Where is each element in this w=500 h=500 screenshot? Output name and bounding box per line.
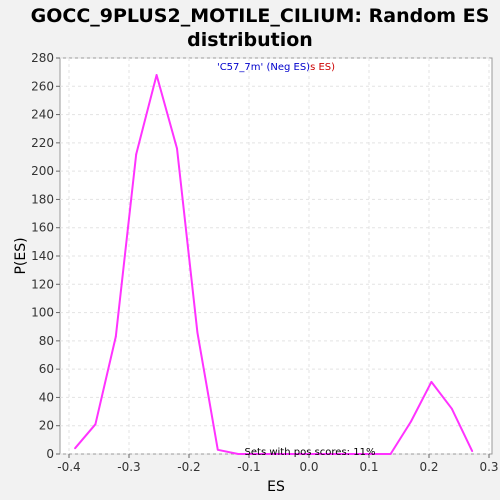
x-tick-label: 0.0 [299,460,318,474]
data-point [471,450,473,452]
annotation-pos-scores: Sets with pos scores: 11% [245,447,376,458]
data-point [410,421,412,423]
chart-title-line1: GOCC_9PLUS2_MOTILE_CILIUM: Random ES [31,5,490,27]
data-point [380,453,382,455]
chart-title-line2: distribution [187,29,313,51]
y-tick-label: 240 [31,108,54,122]
x-tick-label: -0.3 [117,460,140,474]
data-point [135,153,137,155]
y-tick-label: 140 [31,249,54,263]
x-tick-label: 0.2 [419,460,438,474]
data-point [176,148,178,150]
y-tick-label: 220 [31,136,54,150]
y-tick-label: 120 [31,277,54,291]
y-tick-label: 0 [46,447,54,461]
y-tick-label: 40 [39,390,54,404]
data-point [74,447,76,449]
y-tick-label: 280 [31,51,54,65]
y-tick-label: 60 [39,362,54,376]
data-point [156,74,158,76]
y-tick-label: 20 [39,419,54,433]
y-tick-label: 100 [31,306,54,320]
legend-entry-pos-es: s ES) [310,62,335,73]
data-point [237,453,239,455]
x-tick-label: -0.4 [57,460,80,474]
y-tick-label: 180 [31,192,54,206]
y-tick-label: 80 [39,334,54,348]
x-tick-label: -0.1 [237,460,260,474]
legend: 'C57_7m' (Neg ES)s ES) [217,62,335,73]
data-point [197,331,199,333]
data-point [95,423,97,425]
x-tick-label: 0.1 [359,460,378,474]
data-point [390,453,392,455]
y-tick-label: 260 [31,79,54,93]
y-tick-label: 200 [31,164,54,178]
data-point [217,449,219,451]
x-axis-label: ES [267,479,285,495]
y-tick-label: 160 [31,221,54,235]
data-point [115,336,117,338]
data-point [451,408,453,410]
x-tick-label: 0.3 [479,460,498,474]
x-tick-label: -0.2 [177,460,200,474]
legend-entry-neg-es: 'C57_7m' (Neg ES) [217,62,310,73]
data-point [431,381,433,383]
y-axis-label: P(ES) [13,237,29,274]
